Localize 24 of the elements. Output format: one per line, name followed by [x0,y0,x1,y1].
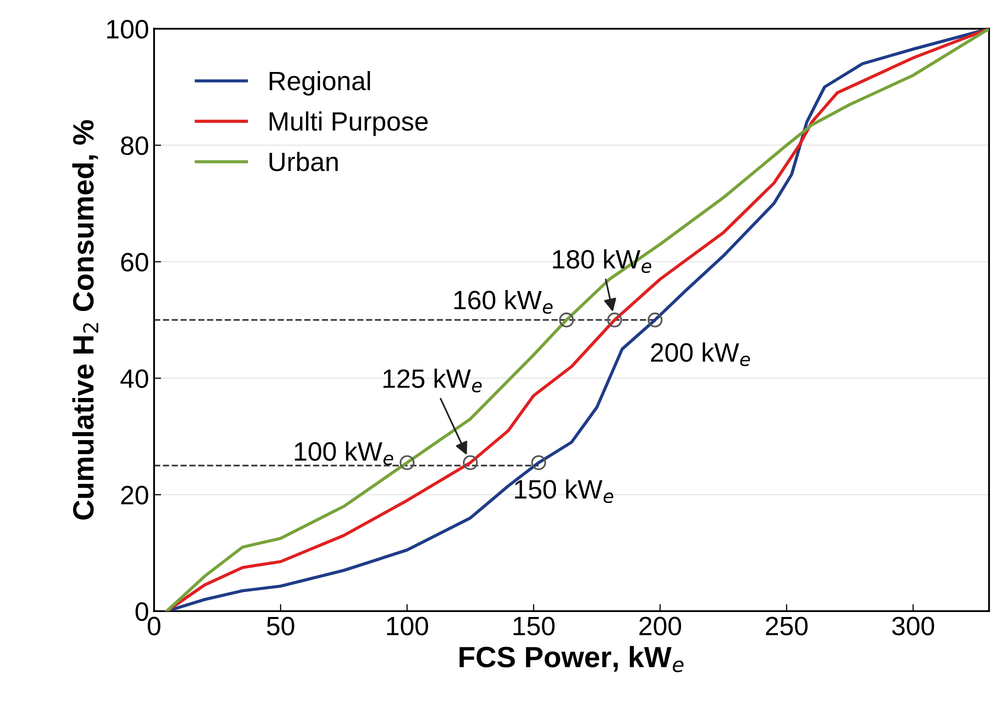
y-tick-label: 40 [120,369,148,388]
legend-label: Multi Purpose [270,111,428,136]
x-tick-label: 150 [514,616,555,636]
y-axis-title: Cumulative H$_{2}$ Consumed, % [72,120,98,520]
legend-label: Regional [270,70,370,96]
y-tick-label: 80 [121,136,148,156]
x-tick-label: 0 [148,616,160,636]
x-tick-label: 100 [387,616,428,636]
x-tick-label: 200 [639,616,682,636]
annotation: 180 kW$_{e}$ [552,249,652,273]
annotation: 200 kW$_{e}$ [650,342,750,366]
x-axis-title: FCS Power, kW$_{e}$ [460,646,684,672]
y-tick-label: 20 [121,486,148,504]
x-tick-label: 250 [766,616,808,636]
annotation: 150 kW$_{e}$ [515,479,614,504]
annotation: 160 kW$_{e}$ [454,290,553,314]
annotation: 100 kW$_{e}$ [294,441,394,466]
annotation: 125 kW$_{e}$ [383,368,482,392]
x-tick-label: 300 [892,616,934,636]
y-tick-label: 100 [107,20,148,39]
legend-label: Urban [270,152,338,172]
y-tick-label: 60 [121,252,148,272]
y-tick-label: 0 [136,602,148,621]
x-tick-label: 50 [266,616,294,636]
